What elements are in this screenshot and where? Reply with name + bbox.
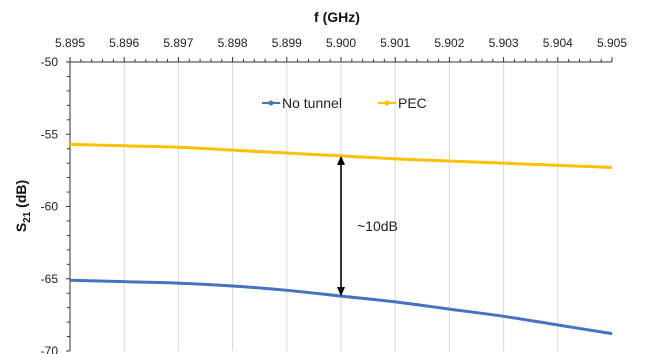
y-tick-label: -55: [41, 127, 59, 141]
x-tick-label: 5.905: [597, 36, 627, 50]
legend-swatch-marker: [384, 100, 390, 106]
x-tick-label: 5.902: [434, 36, 464, 50]
y-tick-label: -50: [41, 55, 59, 69]
x-tick-label: 5.897: [163, 36, 193, 50]
y-axis-title: S21 (dB): [13, 180, 33, 232]
y-axis-title-main: S: [13, 223, 29, 232]
annotation: ~10dB: [337, 155, 398, 297]
x-tick-label: 5.904: [543, 36, 573, 50]
x-tick-label: 5.901: [380, 36, 410, 50]
annotation-arrowhead-down: [337, 287, 345, 297]
x-tick-label: 5.898: [218, 36, 248, 50]
x-tick-label: 5.899: [272, 36, 302, 50]
y-tick-label: -70: [41, 344, 59, 354]
annotation-arrowhead-up: [337, 155, 345, 165]
x-tick-label: 5.903: [489, 36, 519, 50]
legend-swatch-marker: [268, 100, 274, 106]
legend-label: No tunnel: [282, 95, 342, 111]
y-tick-label: -60: [41, 200, 59, 214]
y-tick-label: -65: [41, 272, 59, 286]
annotation-label: ~10dB: [357, 218, 398, 234]
y-axis-title-unit: (dB): [13, 180, 29, 212]
x-tick-label: 5.896: [109, 36, 139, 50]
x-tick-label: 5.900: [326, 36, 356, 50]
x-axis-title: f (GHz): [314, 9, 360, 25]
legend-label: PEC: [398, 95, 427, 111]
legend: No tunnel PEC: [262, 95, 427, 111]
axes: 5.895 5.896 5.897 5.898 5.899 5.900 5.901 5.902…: [41, 36, 628, 354]
x-tick-label: 5.895: [55, 36, 85, 50]
y-axis-title-sub: 21: [22, 211, 33, 223]
